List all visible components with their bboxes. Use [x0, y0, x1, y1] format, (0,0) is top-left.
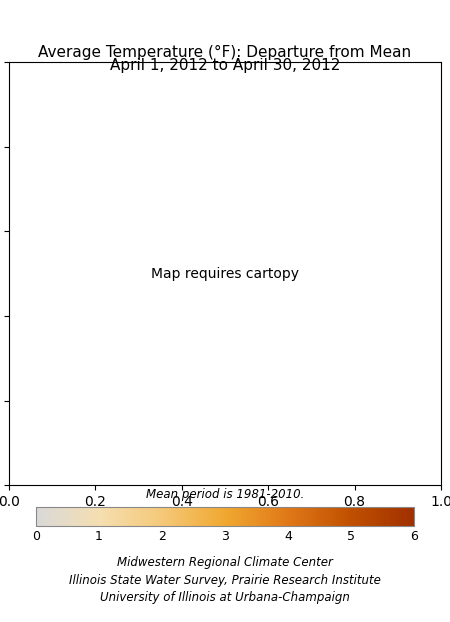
Text: Midwestern Regional Climate Center: Midwestern Regional Climate Center	[117, 557, 333, 569]
Text: Mean period is 1981-2010.: Mean period is 1981-2010.	[146, 488, 304, 501]
Text: University of Illinois at Urbana-Champaign: University of Illinois at Urbana-Champai…	[100, 592, 350, 604]
Text: April 1, 2012 to April 30, 2012: April 1, 2012 to April 30, 2012	[110, 58, 340, 73]
Text: Map requires cartopy: Map requires cartopy	[151, 267, 299, 281]
Text: Average Temperature (°F): Departure from Mean: Average Temperature (°F): Departure from…	[38, 45, 412, 60]
Text: Illinois State Water Survey, Prairie Research Institute: Illinois State Water Survey, Prairie Res…	[69, 574, 381, 587]
